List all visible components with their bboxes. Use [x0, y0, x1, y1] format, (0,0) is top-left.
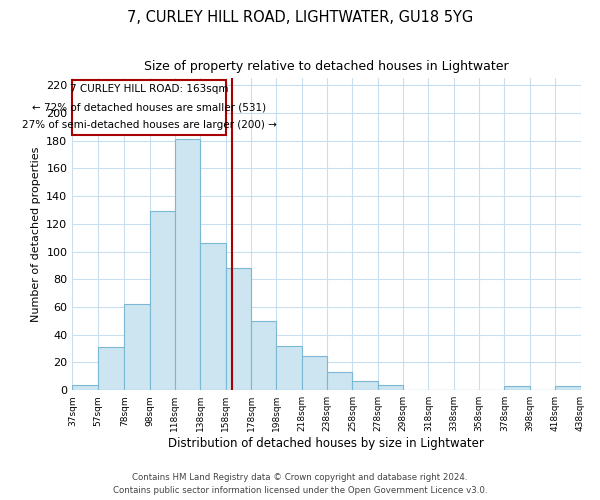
Bar — [352, 380, 378, 390]
Text: Contains HM Land Registry data © Crown copyright and database right 2024.
Contai: Contains HM Land Registry data © Crown c… — [113, 474, 487, 495]
Text: ← 72% of detached houses are smaller (531): ← 72% of detached houses are smaller (53… — [32, 102, 266, 113]
Text: 7, CURLEY HILL ROAD, LIGHTWATER, GU18 5YG: 7, CURLEY HILL ROAD, LIGHTWATER, GU18 5Y… — [127, 10, 473, 25]
Bar — [98, 347, 124, 390]
Bar — [72, 384, 98, 390]
X-axis label: Distribution of detached houses by size in Lightwater: Distribution of detached houses by size … — [169, 437, 484, 450]
Bar — [72, 80, 226, 135]
Bar — [378, 384, 403, 390]
Bar — [251, 321, 277, 390]
Bar — [505, 386, 530, 390]
Bar — [277, 346, 302, 390]
Bar — [327, 372, 352, 390]
Bar — [200, 244, 226, 390]
Bar — [175, 140, 200, 390]
Text: 7 CURLEY HILL ROAD: 163sqm: 7 CURLEY HILL ROAD: 163sqm — [70, 84, 228, 94]
Bar — [149, 212, 175, 390]
Bar — [555, 386, 581, 390]
Text: 27% of semi-detached houses are larger (200) →: 27% of semi-detached houses are larger (… — [22, 120, 277, 130]
Bar — [226, 268, 251, 390]
Y-axis label: Number of detached properties: Number of detached properties — [31, 146, 41, 322]
Bar — [302, 356, 327, 390]
Bar — [124, 304, 149, 390]
Title: Size of property relative to detached houses in Lightwater: Size of property relative to detached ho… — [144, 60, 509, 73]
